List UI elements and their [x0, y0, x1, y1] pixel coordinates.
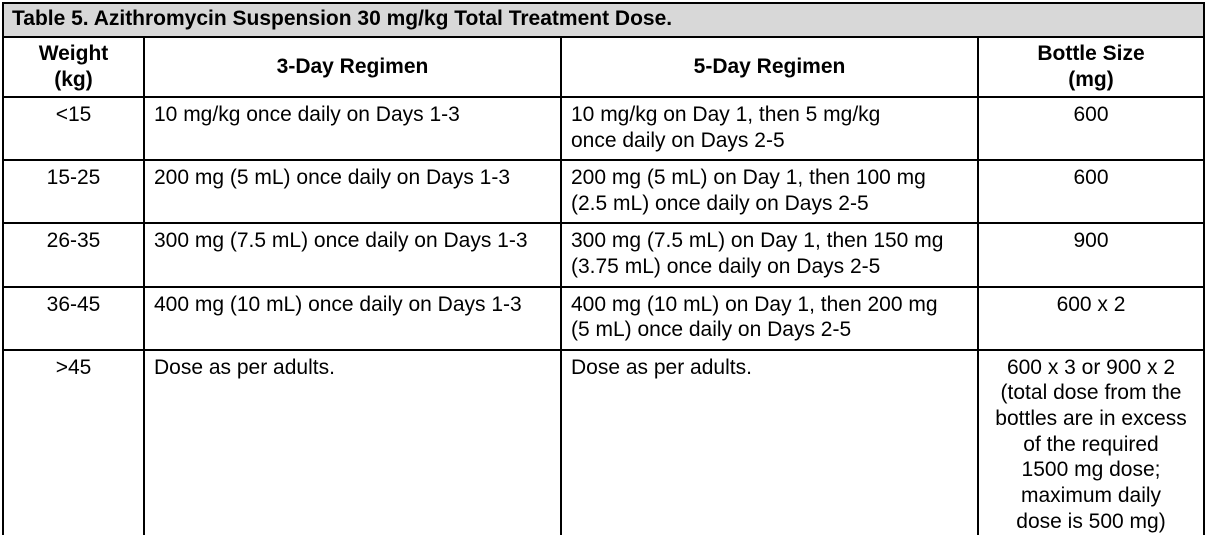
three-day-regimen-cell: Dose as per adults.	[143, 348, 562, 535]
bottle-size-cell: 600	[976, 95, 1205, 162]
weight-cell: <15	[2, 95, 145, 162]
table-title: Table 5. Azithromycin Suspension 30 mg/k…	[1, 2, 1205, 38]
column-header-bottle-size: Bottle Size (mg)	[976, 36, 1205, 98]
five-day-regimen-cell: 10 mg/kg on Day 1, then 5 mg/kg once dai…	[560, 95, 979, 162]
three-day-regimen-cell: 10 mg/kg once daily on Days 1-3	[143, 95, 562, 162]
table-row: 36-45 400 mg (10 mL) once daily on Days …	[2, 285, 1205, 351]
three-day-regimen-cell: 200 mg (5 mL) once daily on Days 1-3	[143, 159, 562, 225]
table-row: <15 10 mg/kg once daily on Days 1-3 10 m…	[2, 95, 1205, 162]
five-day-regimen-cell: 300 mg (7.5 mL) on Day 1, then 150 mg (3…	[560, 222, 979, 288]
five-day-regimen-cell: 400 mg (10 mL) on Day 1, then 200 mg (5 …	[560, 285, 979, 351]
column-header-3-day-regimen: 3-Day Regimen	[143, 36, 562, 98]
three-day-regimen-cell: 300 mg (7.5 mL) once daily on Days 1-3	[143, 222, 562, 288]
table-row: 15-25 200 mg (5 mL) once daily on Days 1…	[2, 159, 1205, 225]
column-header-weight: Weight (kg)	[2, 36, 145, 98]
bottle-size-cell: 600 x 3 or 900 x 2 (total dose from the …	[976, 348, 1205, 535]
bottle-size-cell: 600 x 2	[976, 285, 1205, 351]
weight-cell: 36-45	[2, 285, 145, 351]
table-title-row: Table 5. Azithromycin Suspension 30 mg/k…	[1, 2, 1205, 38]
five-day-regimen-cell: 200 mg (5 mL) on Day 1, then 100 mg (2.5…	[560, 159, 979, 225]
three-day-regimen-cell: 400 mg (10 mL) once daily on Days 1-3	[143, 285, 562, 351]
table-header-row: Weight (kg) 3-Day Regimen 5-Day Regimen …	[2, 36, 1205, 98]
five-day-regimen-cell: Dose as per adults.	[560, 348, 979, 535]
bottle-size-cell: 600	[976, 159, 1205, 225]
column-header-5-day-regimen: 5-Day Regimen	[560, 36, 979, 98]
weight-cell: 15-25	[2, 159, 145, 225]
bottle-size-cell: 900	[976, 222, 1205, 288]
table-row: >45 Dose as per adults. Dose as per adul…	[2, 348, 1205, 535]
table-row: 26-35 300 mg (7.5 mL) once daily on Days…	[2, 222, 1205, 288]
weight-cell: 26-35	[2, 222, 145, 288]
weight-cell: >45	[2, 348, 145, 535]
